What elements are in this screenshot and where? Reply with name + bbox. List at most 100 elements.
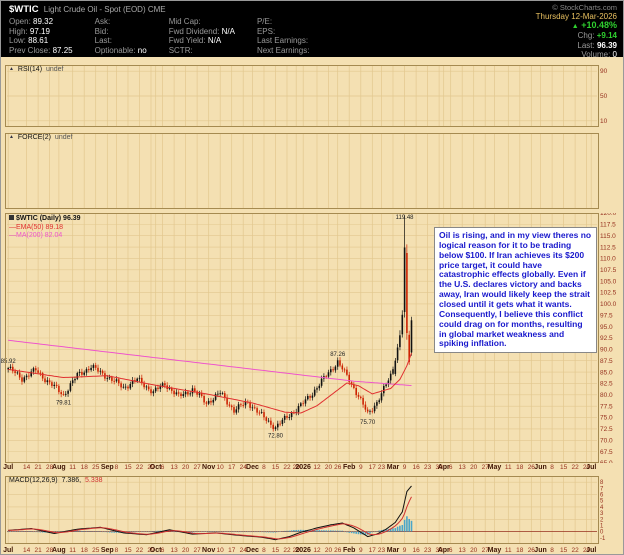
axis-day-label: 8 (262, 464, 266, 471)
svg-text:90: 90 (600, 68, 608, 75)
svg-text:87.26: 87.26 (330, 352, 346, 358)
axis-day-label: 11 (504, 464, 512, 471)
quote-change-block: © StockCharts.com Thursday 12-Mar-2026 ▲… (536, 3, 617, 60)
svg-text:90.0: 90.0 (600, 347, 613, 354)
svg-text:2: 2 (600, 517, 604, 523)
svg-text:97.5: 97.5 (600, 312, 613, 319)
axis-day-label: 29 (292, 547, 300, 554)
axis-day-label: 18 (80, 464, 88, 471)
svg-text:92.5: 92.5 (600, 335, 613, 342)
axis-day-label: 6 (160, 547, 165, 554)
date-axis-lower: Jul 14 21 28 Aug 11 18 25 Sep 8 15 22 29 Oct 6 13 20 27 No… (1, 546, 623, 554)
axis-day-label: 17 (228, 464, 236, 471)
svg-text:6: 6 (600, 493, 604, 499)
volume-value: 0 (612, 50, 617, 59)
field-label: Optionable: (94, 45, 136, 55)
svg-text:102.5: 102.5 (600, 290, 617, 297)
axis-day-label: 15 (124, 547, 132, 554)
svg-text:77.5: 77.5 (600, 403, 613, 410)
svg-text:119.48: 119.48 (396, 215, 415, 221)
field-value: N/A (207, 36, 222, 45)
svg-text:4: 4 (600, 505, 604, 511)
field-label: SCTR: (168, 45, 193, 55)
field-label: EPS: (256, 26, 276, 36)
macd-label: MACD(12,26,9) 7.386, 5.338 (9, 477, 103, 484)
svg-text:8: 8 (600, 480, 604, 486)
axis-month-label: Feb (343, 464, 356, 471)
axis-day-label: 10 (216, 464, 224, 471)
axis-day-label: 24 (239, 547, 247, 554)
axis-month-label: Jul (3, 464, 14, 471)
axis-month-label: Oct (149, 547, 162, 554)
date-axis-upper: Jul 14 21 28 Aug 11 18 25 Sep 8 15 22 29 Oct 6 13 20 27 No… (1, 463, 623, 476)
axis-month-label: Sep (100, 464, 114, 471)
axis-day-label: 21 (34, 464, 42, 471)
axis-day-label: 8 (550, 547, 554, 554)
axis-day-label: 16 (412, 547, 420, 554)
axis-month-label: Aug (52, 547, 66, 554)
axis-day-label: 22 (135, 547, 144, 554)
axis-day-label: 29 (583, 547, 591, 554)
axis-day-label: 13 (458, 547, 466, 554)
svg-text:70.0: 70.0 (600, 437, 613, 444)
field-value: no (137, 45, 147, 55)
svg-text:105.0: 105.0 (600, 278, 617, 285)
quote-date: Thursday 12-Mar-2026 (535, 12, 617, 21)
axis-day-label: 25 (92, 547, 100, 554)
axis-day-label: 26 (334, 547, 342, 554)
axis-month-label: Feb (343, 547, 356, 554)
field-label: Bid: (94, 26, 109, 36)
field-label: P/E: (256, 17, 273, 26)
field-value: 87.25 (52, 45, 73, 55)
macd-panel: MACD(12,26,9) 7.386, 5.338 8 7 6 5 4 3 2 1 0 -1 (1, 476, 623, 544)
svg-text:65.0: 65.0 (600, 460, 613, 463)
axis-day-label: 16 (412, 464, 420, 471)
chart-region: ▲ RSI(14) undef 90 50 10 ▲ FORCE(2) undef … (1, 57, 623, 554)
axis-day-label: 9 (402, 547, 407, 554)
axis-day-label: 29 (147, 547, 155, 554)
axis-day-label: 30 (435, 547, 443, 554)
svg-text:112.5: 112.5 (600, 244, 616, 251)
ticker-description: Light Crude Oil - Spot (EOD) CME (43, 5, 166, 14)
svg-text:3: 3 (600, 511, 604, 517)
axis-day-label: 20 (470, 464, 478, 471)
axis-month-label: 2026 (295, 547, 311, 554)
axis-day-label: 15 (559, 547, 568, 554)
axis-day-label: 15 (559, 464, 568, 471)
axis-month-label: Jul (586, 547, 597, 554)
axis-day-label: 18 (516, 547, 524, 554)
axis-day-label: 14 (22, 464, 31, 471)
svg-text:115.0: 115.0 (600, 233, 616, 240)
svg-text:110.0: 110.0 (600, 256, 616, 263)
macd-signal-value: 5.338 (85, 477, 103, 484)
axis-day-label: 24 (239, 464, 247, 471)
svg-text:120.0: 120.0 (600, 213, 617, 217)
price-plot: 65.0 67.5 70.0 72.5 75.0 77.5 80.0 82.5 85.0 87.5… (1, 213, 617, 463)
svg-text:100.0: 100.0 (600, 301, 617, 308)
svg-text:-1: -1 (600, 536, 606, 542)
axis-day-label: 6 (448, 464, 453, 471)
ticker-title: $WTIC Light Crude Oil - Spot (EOD) CME (9, 4, 166, 15)
axis-day-label: 26 (527, 464, 535, 471)
field-label: Prev Close: (9, 45, 51, 55)
axis-day-label: 22 (283, 464, 291, 471)
axis-day-label: 12 (313, 464, 321, 471)
candle-chart-icon (9, 215, 14, 220)
svg-text:80.0: 80.0 (600, 392, 613, 399)
quote-col-bidask: Ask: Bid: Last: Optionable: no (95, 17, 147, 55)
price-panel: $WTIC (Daily) 96.39 —EMA(50) 89.18 —MA(2… (1, 213, 623, 463)
macd-name: MACD(12,26,9) (9, 477, 58, 484)
indicator-collapse-icon: ▲ (9, 66, 14, 72)
annotation-note: Oil is rising, and in my view theres no … (434, 227, 597, 354)
axis-day-label: 17 (228, 547, 236, 554)
svg-text:85.0: 85.0 (600, 369, 613, 376)
price-legend: $WTIC (Daily) 96.39 —EMA(50) 89.18 —MA(2… (9, 215, 81, 241)
field-label: High: (9, 26, 28, 36)
axis-day-label: 23 (423, 464, 432, 471)
axis-month-label: Mar (386, 547, 400, 554)
svg-text:85.92: 85.92 (1, 359, 16, 365)
axis-day-label: 8 (262, 547, 266, 554)
rsi-name: RSI(14) (17, 66, 43, 73)
axis-day-label: 20 (181, 547, 190, 554)
axis-month-label: Jul (586, 464, 597, 471)
